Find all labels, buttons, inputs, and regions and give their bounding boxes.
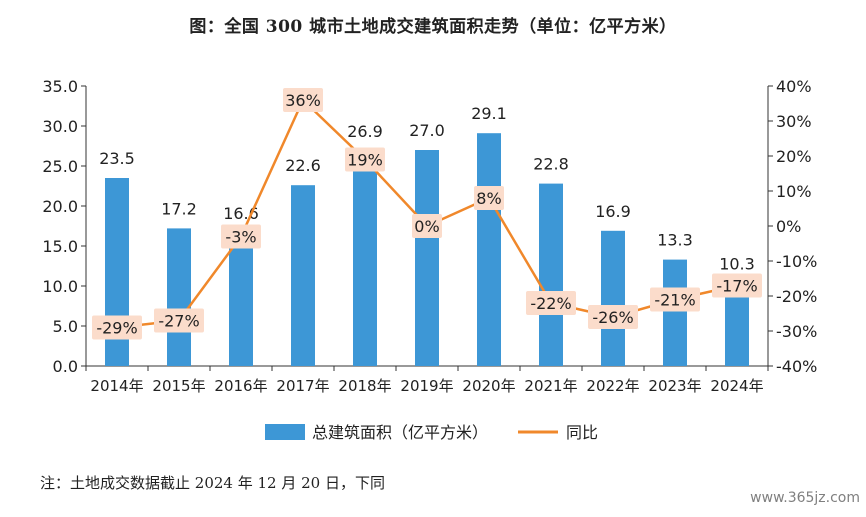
bar-value-label: 10.3 <box>719 255 755 274</box>
yoy-value-label: -29% <box>96 319 137 338</box>
yoy-value-label: 0% <box>414 217 439 236</box>
legend-label-line: 同比 <box>566 423 598 442</box>
yoy-value-label: -21% <box>654 291 695 310</box>
x-tick-label: 2016年 <box>214 377 267 395</box>
axes: 0.0 5.0 10.0 15.0 20.0 25.0 30.0 35.0 -40% -30% -2… <box>42 77 817 395</box>
x-tick-label: 2023年 <box>648 377 701 395</box>
yoy-value-label: -22% <box>530 294 571 313</box>
left-tick-label: 5.0 <box>53 317 78 336</box>
legend-label-bar: 总建筑面积（亿平方米） <box>312 423 488 442</box>
bar-value-label: 22.8 <box>533 155 569 174</box>
left-tick-label: 15.0 <box>42 237 78 256</box>
right-tick-label: -10% <box>776 252 817 271</box>
yoy-label-box <box>412 214 442 238</box>
bar-value-label: 27.0 <box>409 121 445 140</box>
yoy-label-box <box>92 315 142 340</box>
right-tick-label: -30% <box>776 322 817 341</box>
bar <box>601 230 625 366</box>
yoy-label-box <box>221 224 261 249</box>
bar <box>229 233 253 366</box>
right-tick-label: -40% <box>776 357 817 376</box>
bar-data-labels: 23.517.2 16.622.626.9 27.029.122.816.913.3… <box>99 104 755 273</box>
x-tick-label: 2021年 <box>524 377 577 395</box>
bar <box>663 259 687 366</box>
x-tick-label: 2015年 <box>152 377 205 395</box>
left-tick-label: 25.0 <box>42 157 78 176</box>
yoy-label-box <box>345 147 385 172</box>
yoy-value-label: 8% <box>476 189 501 208</box>
right-tick-label: 40% <box>776 77 812 96</box>
yoy-label-box <box>283 88 323 112</box>
left-tick-label: 35.0 <box>42 77 78 96</box>
bar <box>167 228 191 366</box>
bar-series <box>105 133 749 366</box>
bar <box>477 133 501 366</box>
chart-title: 图：全国 300 城市土地成交建筑面积走势（单位：亿平方米） <box>189 17 677 37</box>
legend: 总建筑面积（亿平方米） 同比 <box>265 423 598 442</box>
x-tick-label: 2019年 <box>400 377 453 395</box>
footnote: 注：土地成交数据截止 2024 年 12 月 20 日，下同 <box>40 474 385 492</box>
yoy-label-box <box>650 287 700 312</box>
chart-canvas: 0.0 5.0 10.0 15.0 20.0 25.0 30.0 35.0 -40% -30% -2… <box>42 77 817 442</box>
legend-swatch-bar <box>265 424 305 440</box>
right-tick-label: 0% <box>776 217 801 236</box>
x-tick-label: 2017年 <box>276 377 329 395</box>
x-tick-label: 2014年 <box>90 377 143 395</box>
yoy-label-box <box>526 291 576 315</box>
right-tick-label: 30% <box>776 112 812 131</box>
right-tick-label: 20% <box>776 147 812 166</box>
yoy-value-label: -17% <box>716 277 757 296</box>
right-tick-label: -20% <box>776 287 817 306</box>
bar <box>415 150 439 366</box>
bar-value-label: 13.3 <box>657 231 693 250</box>
left-tick-label: 10.0 <box>42 277 78 296</box>
bar-value-label: 23.5 <box>99 149 135 168</box>
yoy-value-label: -26% <box>592 308 633 327</box>
yoy-value-label: 19% <box>347 151 383 170</box>
x-tick-label: 2018年 <box>338 377 391 395</box>
bar-value-label: 29.1 <box>471 104 507 123</box>
bar-value-label: 22.6 <box>285 156 321 175</box>
bar <box>291 185 315 366</box>
bar-value-label: 16.9 <box>595 202 631 221</box>
bar <box>353 150 377 366</box>
bar-value-label: 26.9 <box>347 122 383 141</box>
left-tick-label: 0.0 <box>53 357 78 376</box>
yoy-label-box <box>588 305 638 329</box>
bar <box>539 183 563 366</box>
line-data-labels: -29% -27% -3% 36% 19% 0% 8% -22% -26% -21% -17% <box>92 88 762 340</box>
yoy-value-label: 36% <box>285 91 321 110</box>
yoy-label-box <box>154 308 204 333</box>
bar-value-label: 17.2 <box>161 199 197 218</box>
yoy-value-label: -27% <box>158 312 199 331</box>
x-tick-label: 2020年 <box>462 377 515 395</box>
yoy-value-label: -3% <box>225 228 256 247</box>
yoy-label-box <box>474 186 504 210</box>
watermark: www.365jz.com <box>750 490 860 506</box>
right-tick-label: 10% <box>776 182 812 201</box>
x-tick-label: 2024年 <box>710 377 763 395</box>
x-tick-label: 2022年 <box>586 377 639 395</box>
left-tick-label: 30.0 <box>42 117 78 136</box>
yoy-label-box <box>712 273 762 298</box>
left-tick-label: 20.0 <box>42 197 78 216</box>
